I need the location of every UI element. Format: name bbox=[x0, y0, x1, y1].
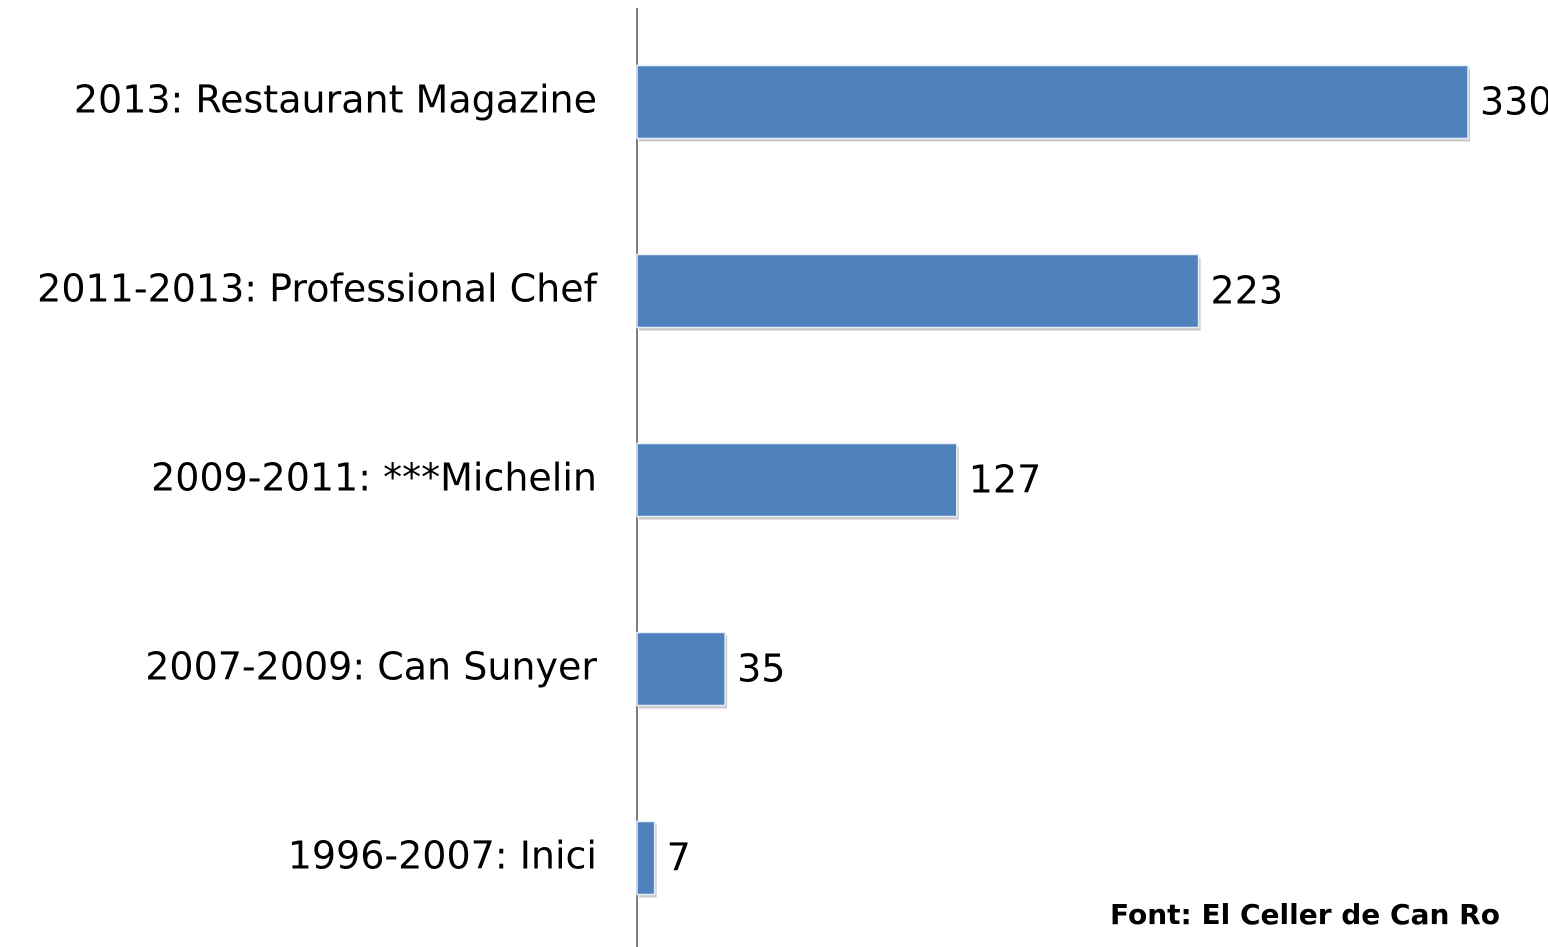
bar bbox=[636, 253, 1200, 329]
value-label: 223 bbox=[1211, 269, 1284, 313]
value-label: 330 bbox=[1480, 80, 1548, 124]
category-label: 2013: Restaurant Magazine bbox=[74, 78, 597, 122]
category-label: 1996-2007: Inici bbox=[288, 834, 597, 878]
bar bbox=[636, 442, 958, 518]
value-label: 127 bbox=[969, 458, 1042, 502]
bar bbox=[636, 820, 656, 896]
value-label: 7 bbox=[667, 836, 691, 880]
source-note: Font: El Celler de Can Ro bbox=[1110, 898, 1500, 931]
category-label: 2011-2013: Professional Chef bbox=[37, 267, 598, 311]
category-label: 2007-2009: Can Sunyer bbox=[145, 645, 597, 689]
value-label: 35 bbox=[737, 647, 785, 691]
category-label: 2009-2011: ***Michelin bbox=[151, 456, 597, 500]
bar bbox=[636, 64, 1469, 140]
bar bbox=[636, 631, 726, 707]
